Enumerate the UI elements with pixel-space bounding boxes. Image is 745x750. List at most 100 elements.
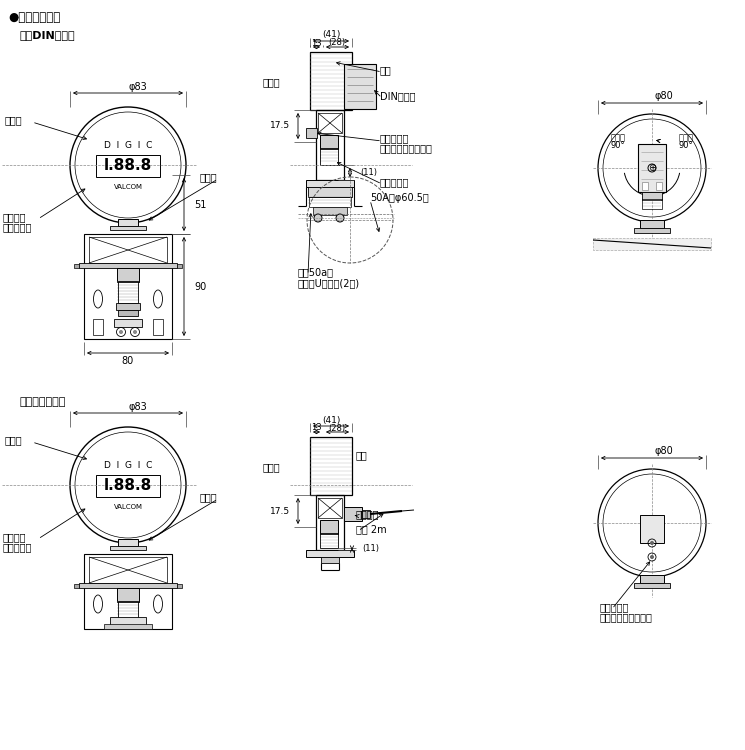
Text: 机体: 机体 bbox=[356, 450, 368, 460]
Text: 80: 80 bbox=[122, 356, 134, 366]
Text: 电缆 2m: 电缆 2m bbox=[356, 524, 387, 534]
Text: 90°: 90° bbox=[611, 142, 625, 151]
Text: φ83: φ83 bbox=[129, 82, 148, 92]
Text: 每次转: 每次转 bbox=[610, 134, 626, 142]
Bar bbox=[306, 180, 354, 187]
Text: l.88.8: l.88.8 bbox=[104, 158, 152, 173]
Text: VALCOM: VALCOM bbox=[113, 184, 142, 190]
Bar bbox=[118, 539, 138, 546]
Text: 空气连通孔: 空气连通孔 bbox=[380, 133, 409, 143]
Text: VALCOM: VALCOM bbox=[113, 504, 142, 510]
Bar bbox=[640, 220, 664, 228]
Text: ⊕: ⊕ bbox=[648, 163, 656, 173]
Text: 环形盖: 环形盖 bbox=[200, 492, 218, 502]
Text: 机体: 机体 bbox=[380, 65, 392, 75]
Ellipse shape bbox=[675, 240, 693, 248]
Text: （亚克力）: （亚克力） bbox=[3, 222, 32, 232]
Text: 显示器: 显示器 bbox=[5, 115, 22, 125]
Bar bbox=[640, 515, 664, 543]
Bar bbox=[84, 554, 172, 629]
Bar bbox=[110, 546, 146, 550]
Bar bbox=[318, 498, 342, 518]
Bar bbox=[309, 197, 351, 207]
Bar bbox=[84, 234, 172, 339]
Bar bbox=[116, 303, 140, 310]
Circle shape bbox=[133, 331, 136, 334]
Text: 显示器: 显示器 bbox=[5, 435, 22, 445]
Circle shape bbox=[648, 519, 656, 527]
Text: 附件50a用: 附件50a用 bbox=[298, 267, 334, 277]
Text: (28): (28) bbox=[329, 38, 346, 47]
Text: 正面面板: 正面面板 bbox=[3, 212, 27, 222]
Bar bbox=[118, 281, 138, 303]
Text: 环形盖: 环形盖 bbox=[200, 172, 218, 182]
Text: l.88.8: l.88.8 bbox=[104, 478, 152, 494]
Bar bbox=[320, 520, 338, 534]
Bar bbox=[79, 263, 177, 268]
Bar bbox=[362, 510, 370, 518]
Bar bbox=[93, 319, 103, 335]
Text: (41): (41) bbox=[322, 416, 340, 424]
Bar bbox=[316, 495, 344, 550]
Text: （带有防水过滤器）: （带有防水过滤器） bbox=[600, 612, 653, 622]
Bar bbox=[310, 52, 352, 110]
Bar bbox=[642, 199, 662, 209]
Text: 环形盖: 环形盖 bbox=[262, 77, 280, 87]
Text: φ80: φ80 bbox=[655, 446, 673, 456]
Bar bbox=[89, 237, 167, 263]
Bar bbox=[320, 148, 338, 165]
Bar bbox=[344, 507, 362, 521]
Bar bbox=[640, 575, 664, 583]
Bar bbox=[104, 624, 152, 629]
Bar bbox=[321, 557, 339, 563]
Bar bbox=[110, 617, 146, 625]
Bar bbox=[74, 584, 79, 587]
Bar bbox=[110, 226, 146, 230]
Bar bbox=[634, 583, 670, 588]
Bar bbox=[177, 584, 182, 587]
Bar bbox=[118, 219, 138, 226]
Bar bbox=[116, 619, 140, 626]
Bar bbox=[114, 319, 142, 327]
Text: (28): (28) bbox=[329, 424, 346, 433]
Circle shape bbox=[119, 331, 122, 334]
Text: 50A（φ60.5）: 50A（φ60.5） bbox=[370, 193, 429, 203]
Text: φ80: φ80 bbox=[655, 91, 673, 101]
Bar bbox=[320, 533, 338, 548]
Text: (11): (11) bbox=[362, 544, 379, 554]
Bar bbox=[96, 155, 160, 177]
Bar bbox=[638, 144, 666, 192]
Bar bbox=[656, 182, 662, 190]
Bar bbox=[308, 187, 352, 197]
Text: 环形盖: 环形盖 bbox=[262, 462, 280, 472]
Text: D  I  G  I  C: D I G I C bbox=[104, 140, 152, 149]
Bar bbox=[320, 135, 338, 149]
Circle shape bbox=[650, 556, 653, 559]
Text: D  I  G  I  C: D I G I C bbox=[104, 460, 152, 470]
Text: 正面面板: 正面面板 bbox=[3, 532, 27, 542]
Text: 每次转: 每次转 bbox=[679, 134, 694, 142]
Bar bbox=[313, 207, 347, 215]
Text: 背面DIN连接器: 背面DIN连接器 bbox=[20, 30, 76, 40]
Text: φ83: φ83 bbox=[129, 402, 148, 412]
Bar bbox=[117, 268, 139, 282]
Text: 空气连通孔: 空气连通孔 bbox=[600, 602, 630, 612]
Text: 90°: 90° bbox=[679, 142, 694, 151]
Text: (11): (11) bbox=[360, 168, 377, 177]
Text: 背面直接连接式: 背面直接连接式 bbox=[20, 397, 66, 407]
Bar bbox=[96, 475, 160, 497]
Circle shape bbox=[650, 542, 653, 544]
Bar bbox=[306, 550, 354, 557]
Bar bbox=[118, 310, 138, 316]
Text: 电缆引入口: 电缆引入口 bbox=[380, 177, 409, 187]
Circle shape bbox=[336, 214, 344, 222]
Bar bbox=[177, 263, 182, 268]
Text: （带有防水过滤器）: （带有防水过滤器） bbox=[380, 143, 433, 153]
Text: 51: 51 bbox=[194, 200, 206, 209]
Bar bbox=[593, 238, 711, 250]
Text: 90: 90 bbox=[194, 281, 206, 292]
Text: （亚克力）: （亚克力） bbox=[3, 542, 32, 552]
Bar bbox=[642, 182, 648, 190]
Text: (41): (41) bbox=[322, 31, 340, 40]
Bar bbox=[89, 557, 167, 583]
